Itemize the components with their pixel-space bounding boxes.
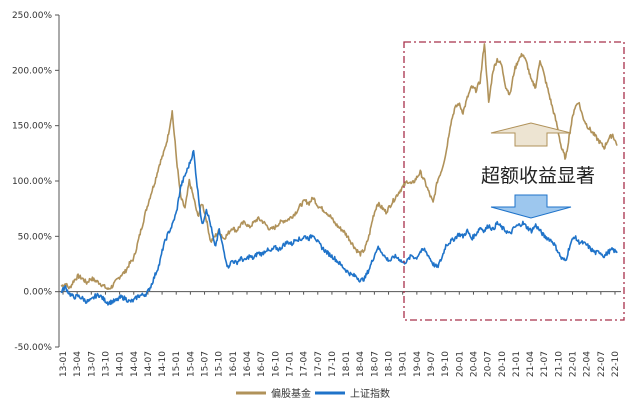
x-tick-label: 21-04 [526,351,536,377]
x-tick-label: 17-10 [328,351,338,377]
x-tick-label: 22-07 [597,351,607,377]
y-tick-label: 250.00% [12,11,52,21]
x-tick-label: 13-07 [87,351,97,377]
annotation-text: 超额收益显著 [481,165,595,187]
legend-label-fund: 偏股基金 [271,387,311,400]
x-tick-label: 17-01 [285,351,295,377]
highlight-box [403,41,625,321]
series-line-index [60,149,618,306]
x-tick-label: 13-01 [59,351,69,377]
x-tick-label: 18-04 [356,351,366,377]
x-tick-label: 19-07 [427,351,437,377]
legend: 偏股基金 上证指数 [236,387,390,400]
x-tick-label: 19-01 [399,351,409,377]
x-tick-label: 19-04 [413,351,423,377]
x-tick-label: 18-01 [342,351,352,377]
x-tick-label: 21-10 [554,351,564,377]
axes: -50.00% 0.00% 50.00% 100.00% 150.00% 200.00% 2… [12,11,621,377]
series-lines [60,43,618,306]
x-tick-label: 15-04 [186,351,196,377]
y-tick-label: 200.00% [12,66,52,76]
x-tick-label: 16-07 [257,351,267,377]
x-tick-label: 20-04 [469,351,479,377]
x-tick-label: 20-10 [498,351,508,377]
x-tick-label: 20-07 [484,351,494,377]
y-tick-label: 100.00% [12,177,52,187]
x-tick-label: 15-07 [201,351,211,377]
x-tick-label: 13-04 [73,351,83,377]
x-tick-label: 16-01 [229,351,239,377]
x-tick-label: 21-07 [540,351,550,377]
x-tick-label: 14-01 [116,351,126,377]
x-tick-label: 14-04 [130,351,140,377]
x-tick-label: 15-10 [215,351,225,377]
x-tick-label: 19-10 [441,351,451,377]
x-tick-label: 17-04 [300,351,310,377]
x-tick-label: 22-04 [583,351,593,377]
x-tick-label: 16-10 [271,351,281,377]
x-tick-label: 16-04 [243,351,253,377]
up-arrow-icon [490,122,572,147]
legend-label-index: 上证指数 [350,387,390,400]
y-tick-label: 50.00% [18,232,53,242]
x-tick-label: 18-10 [385,351,395,377]
x-tick-label: 14-10 [158,351,168,377]
x-tick-label: 18-07 [370,351,380,377]
x-tick-label: 15-01 [172,351,182,377]
x-tick-label: 17-07 [314,351,324,377]
x-tick-label: 22-01 [569,351,579,377]
y-tick-label: -50.00% [14,343,52,353]
down-arrow-icon [490,194,572,219]
y-tick-label: 0.00% [23,288,52,298]
x-tick-label: 22-10 [611,351,621,377]
annotation-group: 超额收益显著 [403,41,625,321]
x-tick-label: 21-01 [512,351,522,377]
series-line-fund [60,43,618,290]
y-tick-label: 150.00% [12,122,52,132]
x-tick-label: 20-01 [455,351,465,377]
x-tick-label: 14-07 [144,351,154,377]
x-tick-label: 13-10 [101,351,111,377]
